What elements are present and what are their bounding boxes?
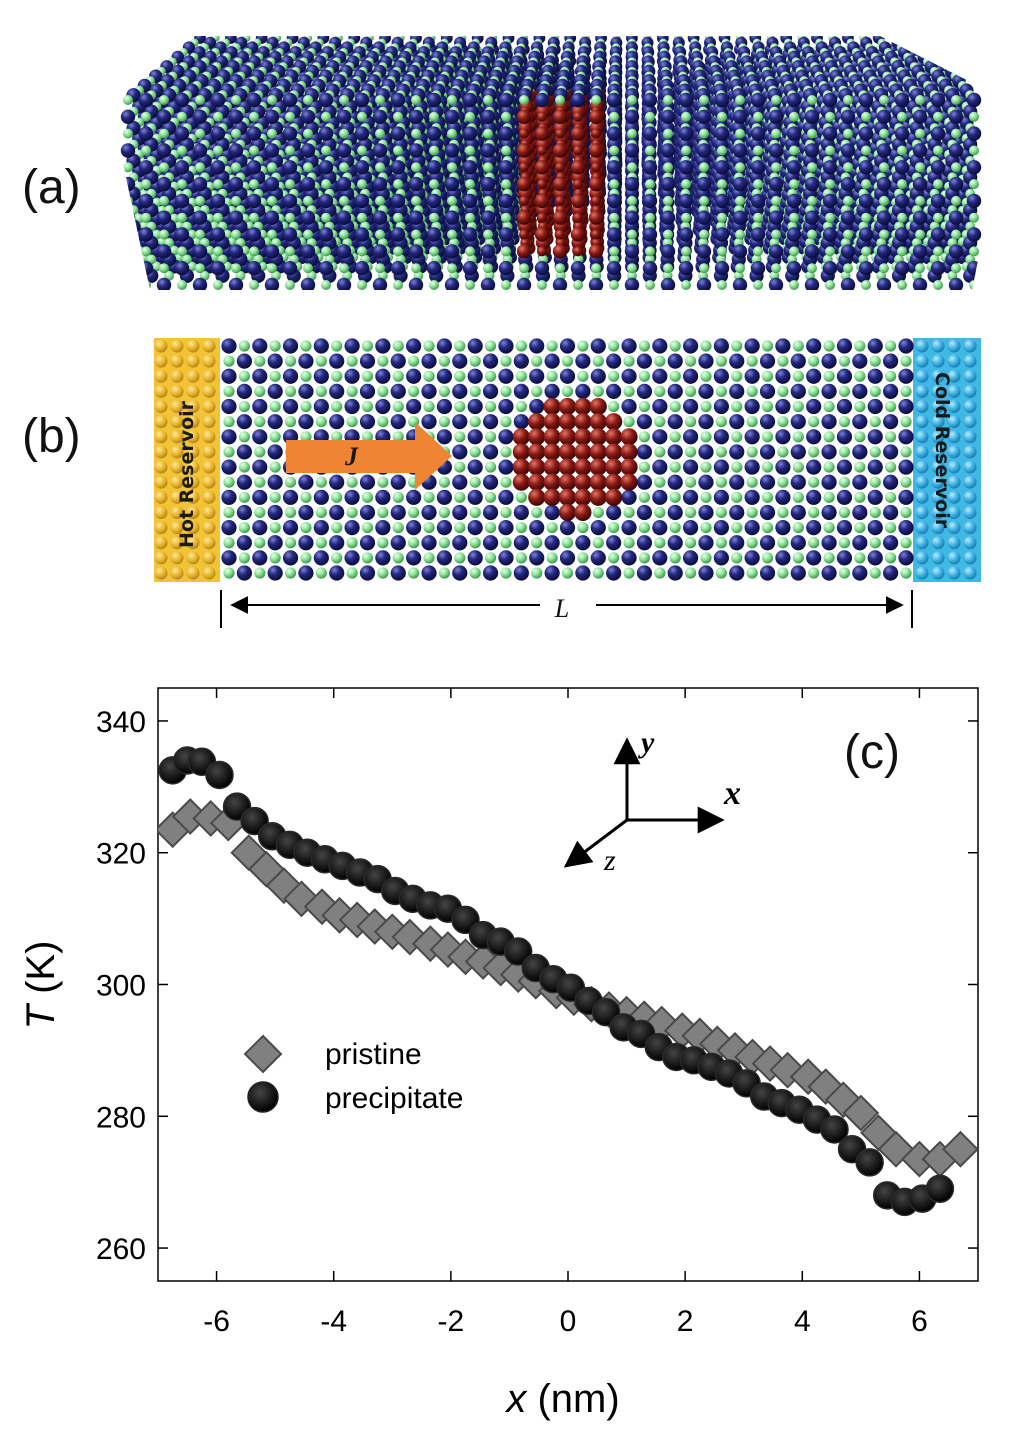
lattice-atom-dark — [903, 36, 916, 44]
lattice-atom-light — [943, 62, 953, 72]
lattice-atom-light — [928, 43, 937, 52]
lattice-atom-light — [935, 52, 945, 62]
lattice-atom-light — [915, 47, 925, 57]
panel-a-lattice-3d — [120, 36, 982, 290]
lattice-atom-light — [890, 36, 899, 43]
lattice-atom-dark — [919, 43, 931, 56]
lattice-atom-light — [924, 50, 933, 59]
lattice-atom-dark — [937, 55, 951, 69]
lattice-atom-light — [908, 38, 918, 47]
lattice-atom-dark — [910, 41, 923, 54]
lattice-atom-dark — [930, 46, 943, 59]
lattice-atom-dark — [922, 36, 935, 49]
lattice-atom-light — [920, 36, 930, 43]
